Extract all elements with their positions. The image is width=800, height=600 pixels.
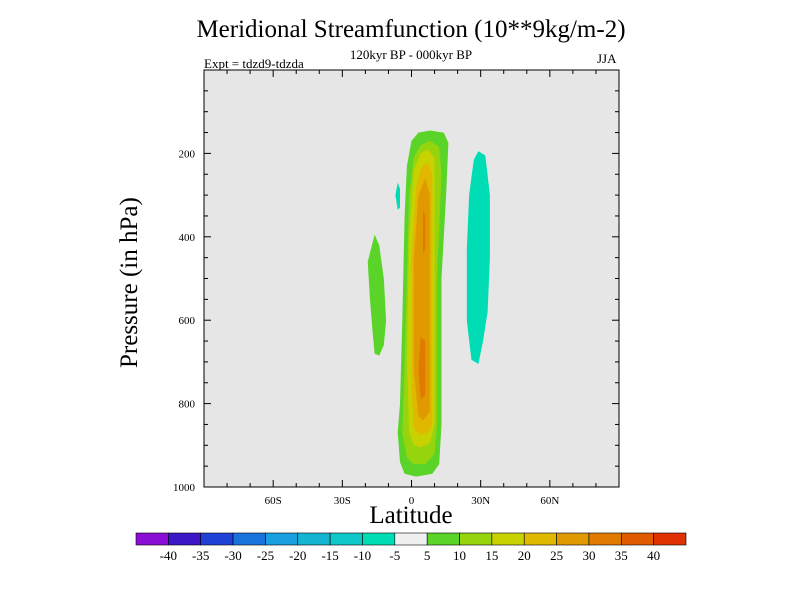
colorbar-label: -40 (160, 548, 177, 563)
colorbar-swatch (297, 532, 331, 546)
x-tick-label: 0 (409, 495, 415, 507)
colorbar-swatch (620, 532, 654, 546)
colorbar-swatch (491, 532, 525, 546)
colorbar-label: -10 (354, 548, 371, 563)
contour-positive-5-south-island (367, 234, 387, 356)
colorbar-swatch (588, 532, 622, 546)
colorbar: -40 -35 -30 -25 -20 -15 -10 -5 5 10 15 20 25 30 35 40 (135, 532, 687, 563)
colorbar-label: -25 (257, 548, 274, 563)
colorbar-swatch (135, 532, 169, 546)
y-tick-label: 800 (179, 399, 196, 411)
contour-negative-5-north (466, 151, 490, 364)
chart-title: Meridional Streamfunction (10**9kg/m-2) (196, 16, 626, 43)
contour-positive-25 (413, 178, 430, 421)
colorbar-swatch (362, 532, 396, 546)
contour-positive-30-upper (423, 211, 426, 254)
colorbar-swatch (200, 532, 234, 546)
colorbar-swatch (556, 532, 590, 546)
colorbar-label: 15 (485, 548, 498, 563)
colorbar-label: 20 (518, 548, 531, 563)
chart-subtitle: 120kyr BP - 000kyr BP (349, 47, 473, 62)
season-label: JJA (597, 51, 617, 66)
colorbar-label: -5 (389, 548, 400, 563)
colorbar-swatch (426, 532, 460, 546)
colorbar-label: 30 (582, 548, 595, 563)
colorbar-label: 35 (615, 548, 628, 563)
colorbar-swatch (394, 532, 428, 546)
tick-layer: 60S 30S 0 30N 60N 200 400 600 800 1000 (173, 70, 619, 507)
colorbar-label: -35 (192, 548, 209, 563)
colorbar-swatch (168, 532, 202, 546)
x-tick-label: 30S (334, 495, 351, 507)
y-tick-label: 200 (179, 148, 196, 160)
y-axis-label: Pressure (in hPa) (116, 197, 143, 368)
colorbar-label: 25 (550, 548, 563, 563)
colorbar-swatch (459, 532, 493, 546)
y-tick-label: 600 (179, 315, 196, 327)
contour-layer (367, 130, 490, 477)
contour-positive-30-lower (418, 336, 426, 400)
colorbar-swatch (653, 532, 687, 546)
colorbar-swatch (232, 532, 266, 546)
colorbar-label: 5 (424, 548, 431, 563)
x-tick-label: 30N (471, 495, 490, 507)
y-tick-label: 400 (179, 232, 196, 244)
colorbar-label: 10 (453, 548, 466, 563)
x-axis-label: Latitude (369, 502, 453, 529)
colorbar-swatch (523, 532, 557, 546)
contour-negative-5-south-small (395, 182, 400, 210)
x-tick-label: 60N (540, 495, 559, 507)
colorbar-label: 40 (647, 548, 660, 563)
x-tick-label: 60S (265, 495, 282, 507)
colorbar-label: -30 (224, 548, 241, 563)
colorbar-label: -15 (321, 548, 338, 563)
plot-frame (203, 69, 620, 488)
colorbar-label: -20 (289, 548, 306, 563)
colorbar-swatch (265, 532, 299, 546)
experiment-label: Expt = tdzd9-tdzda (204, 56, 304, 71)
colorbar-swatch (329, 532, 363, 546)
y-tick-label: 1000 (173, 482, 196, 494)
